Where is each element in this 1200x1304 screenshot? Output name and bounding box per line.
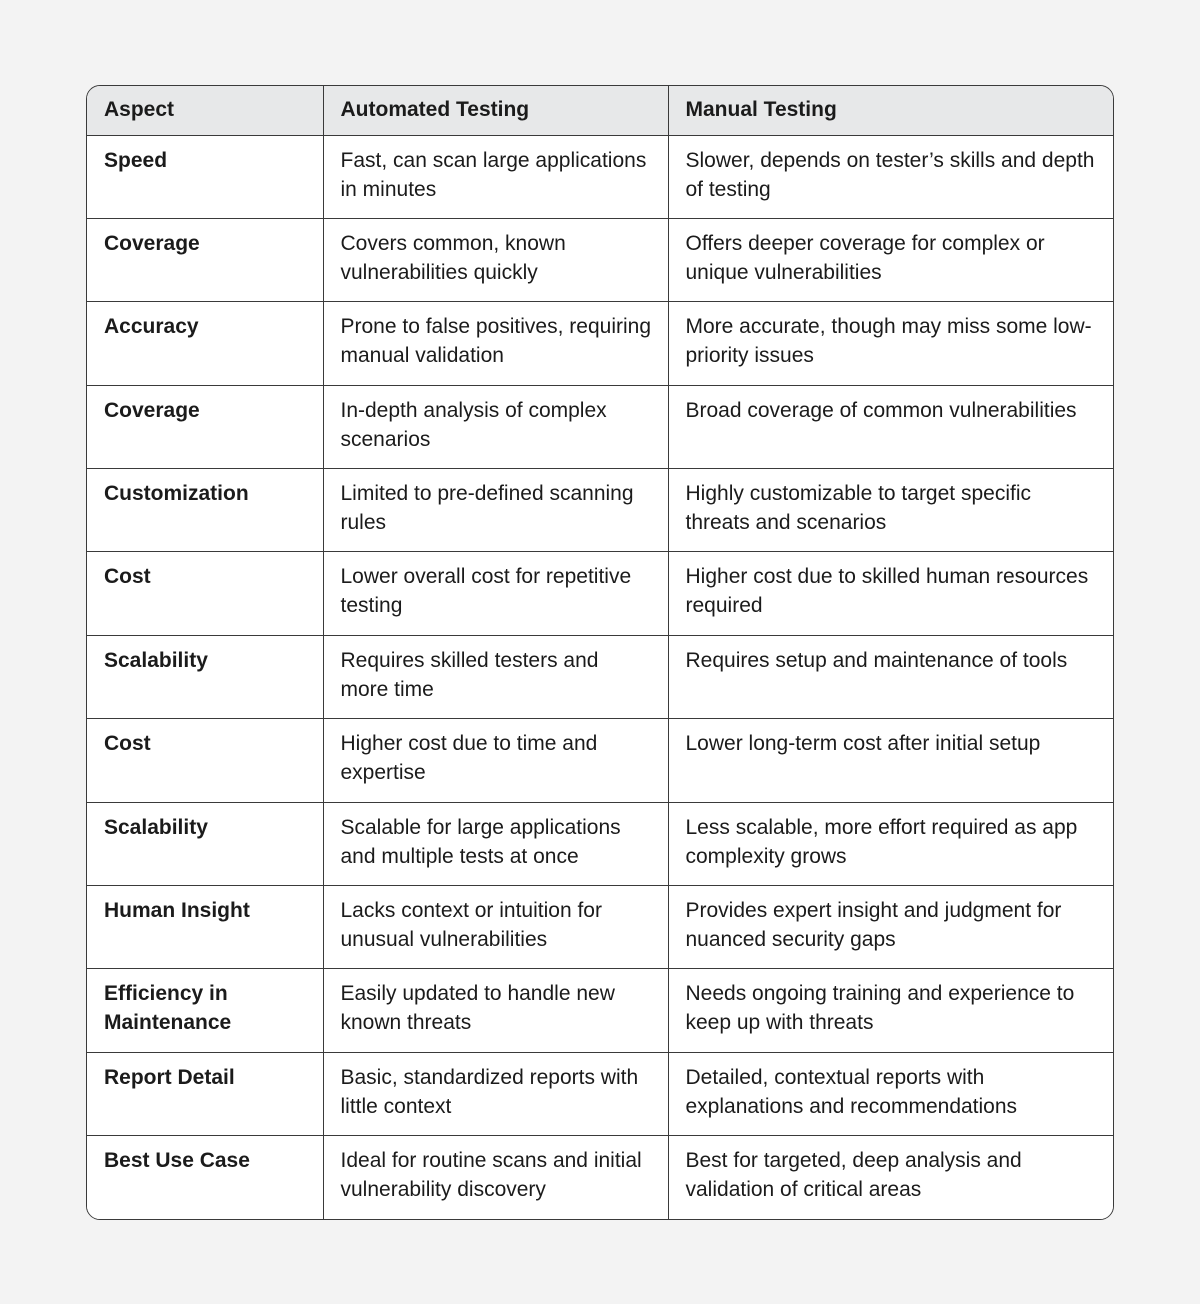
table-cell: Easily updated to handle new known threa…	[322, 968, 669, 1053]
aspect-cell: Report Detail	[87, 1051, 324, 1137]
table-cell: Basic, standardized reports with little …	[322, 1051, 669, 1137]
table-cell: Prone to false positives, requiring manu…	[322, 301, 669, 386]
table-cell: Covers common, known vulnerabilities qui…	[322, 217, 669, 303]
table-row: Coverage In-depth analysis of complex sce…	[87, 384, 1113, 470]
table-cell: Broad coverage of common vulnerabilities	[667, 384, 1113, 470]
table-row: Speed Fast, can scan large applications i…	[87, 134, 1113, 219]
aspect-cell: Accuracy	[87, 301, 324, 386]
table-cell: Slower, depends on tester’s skills and d…	[667, 134, 1113, 219]
table-cell: Highly customizable to target specific t…	[667, 468, 1113, 553]
table-cell: Needs ongoing training and experience to…	[667, 968, 1113, 1053]
aspect-cell: Coverage	[87, 217, 324, 303]
aspect-cell: Cost	[87, 551, 324, 636]
table-cell: Offers deeper coverage for complex or un…	[667, 217, 1113, 303]
aspect-cell: Scalability	[87, 801, 324, 887]
header-cell: Manual Testing	[667, 86, 1113, 136]
table-row: Coverage Covers common, known vulnerabili…	[87, 217, 1113, 303]
table-cell: Ideal for routine scans and initial vuln…	[322, 1135, 669, 1220]
table-cell: More accurate, though may miss some low-…	[667, 301, 1113, 386]
table-cell: Detailed, contextual reports with explan…	[667, 1051, 1113, 1137]
table-cell: Scalable for large applications and mult…	[322, 801, 669, 887]
table-row: Efficiency in Maintenance Easily updated …	[87, 968, 1113, 1053]
table-row: Cost Lower overall cost for repetitive te…	[87, 551, 1113, 636]
table-cell: Provides expert insight and judgment for…	[667, 885, 1113, 970]
table-card: Aspect Automated Testing Manual Testing Sp…	[86, 85, 1114, 1221]
table-cell: Lacks context or intuition for unusual v…	[322, 885, 669, 970]
table-cell: Lower long-term cost after initial setup	[667, 718, 1113, 803]
aspect-cell: Coverage	[87, 384, 324, 470]
aspect-cell: Human Insight	[87, 885, 324, 970]
table-cell: Requires skilled testers and more time	[322, 634, 669, 720]
header-cell: Aspect	[87, 86, 324, 136]
table-cell: Limited to pre-defined scanning rules	[322, 468, 669, 553]
aspect-cell: Best Use Case	[87, 1135, 324, 1220]
table-cell: Fast, can scan large applications in min…	[322, 134, 669, 219]
table-header: Aspect Automated Testing Manual Testing	[87, 86, 1113, 136]
table-cell: Lower overall cost for repetitive testin…	[322, 551, 669, 636]
table-row: Scalability Requires skilled testers and …	[87, 634, 1113, 720]
aspect-cell: Scalability	[87, 634, 324, 720]
table-cell: Less scalable, more effort required as a…	[667, 801, 1113, 887]
table-cell: In-depth analysis of complex scenarios	[322, 384, 669, 470]
aspect-cell: Cost	[87, 718, 324, 803]
table-row: Scalability Scalable for large applicatio…	[87, 801, 1113, 887]
table-row: Accuracy Prone to false positives, requir…	[87, 301, 1113, 386]
table-body: Speed Fast, can scan large applications i…	[87, 134, 1113, 1220]
aspect-cell: Efficiency in Maintenance	[87, 968, 324, 1053]
table-cell: Higher cost due to skilled human resourc…	[667, 551, 1113, 636]
table-row: Cost Higher cost due to time and expertis…	[87, 718, 1113, 803]
table-row: Report Detail Basic, standardized reports…	[87, 1051, 1113, 1137]
table-row: Human Insight Lacks context or intuition …	[87, 885, 1113, 970]
aspect-cell: Speed	[87, 134, 324, 219]
comparison-table: Aspect Automated Testing Manual Testing Sp…	[87, 86, 1113, 1220]
table-row: Best Use Case Ideal for routine scans and…	[87, 1135, 1113, 1220]
table-cell: Requires setup and maintenance of tools	[667, 634, 1113, 720]
header-row: Aspect Automated Testing Manual Testing	[87, 86, 1113, 136]
table-cell: Best for targeted, deep analysis and val…	[667, 1135, 1113, 1220]
header-cell: Automated Testing	[322, 86, 669, 136]
table-row: Customization Limited to pre-defined scan…	[87, 468, 1113, 553]
aspect-cell: Customization	[87, 468, 324, 553]
table-cell: Higher cost due to time and expertise	[322, 718, 669, 803]
